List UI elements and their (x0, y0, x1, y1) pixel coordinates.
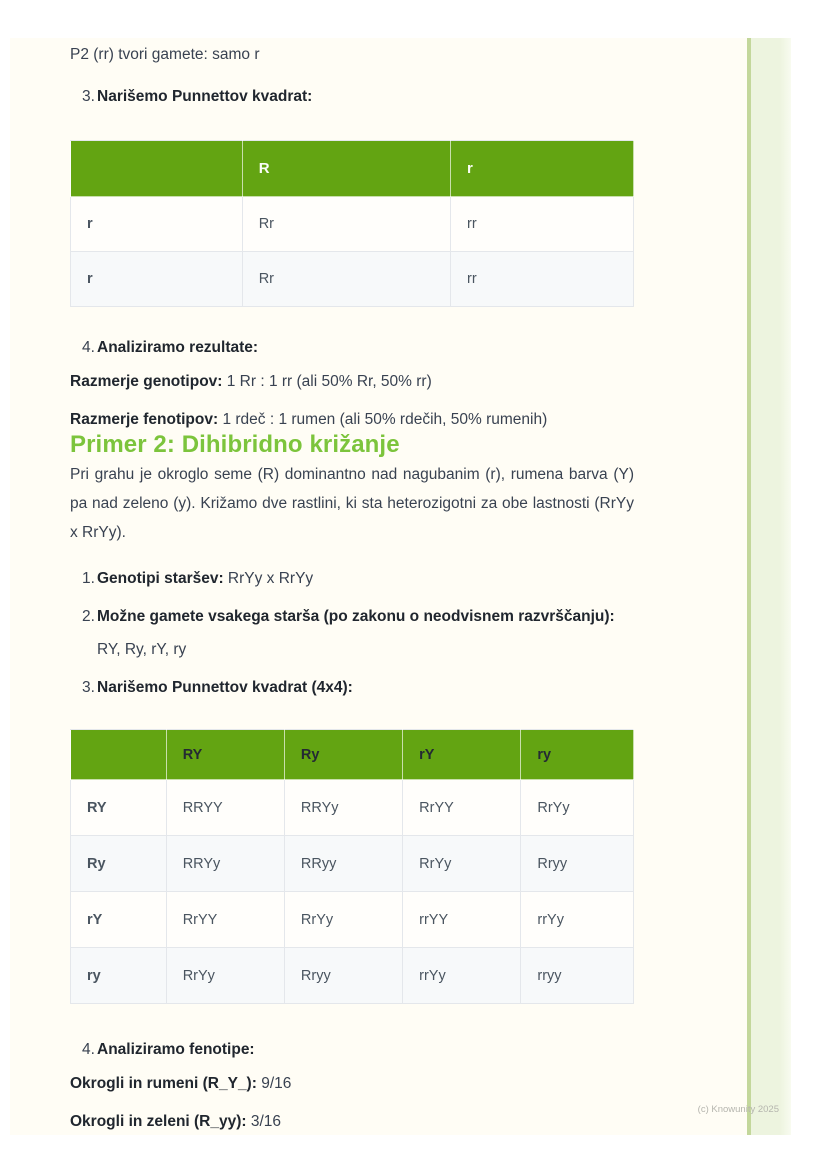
bullet-text: Okrogli in zeleni (R_yy): 3/16 (70, 1113, 282, 1130)
step-label: Možne gamete vsakega starša (po zakonu o… (97, 608, 615, 625)
genotype-cell: RrYY (402, 779, 522, 836)
table-header-cell (70, 729, 167, 780)
document-content: P2 (rr) tvori gamete: samo r 3. Narišemo… (70, 38, 634, 1132)
genotype-cell: rrYy (402, 947, 522, 1004)
bullet-text: Razmerje genotipov: 1 Rr : 1 rr (ali 50%… (70, 373, 432, 390)
section-title: Analiziramo fenotipe: (97, 1041, 255, 1058)
step-number: 4. (82, 1041, 95, 1058)
genotype-cell: RrYy (165, 947, 285, 1004)
table-row: r Rr rr (70, 251, 634, 307)
genotype-cell: RRYy (283, 779, 404, 836)
table-header-cell: RY (165, 729, 285, 780)
genotype-cell: Rryy (520, 835, 634, 892)
genotype-cell: RrYy (402, 835, 522, 892)
list-item: P2 (rr) tvori gamete: samo r (70, 44, 634, 65)
table-header-row: RY Ry rY ry (70, 729, 634, 780)
document-page: P2 (rr) tvori gamete: samo r 3. Narišemo… (10, 38, 791, 1135)
table-header-cell (70, 140, 243, 197)
genotype-cell: RRYy (165, 835, 285, 892)
list-item: 4. Analiziramo rezultate: (70, 337, 634, 358)
table-header-cell: rY (402, 729, 522, 780)
genotype-cell: RRYY (165, 779, 285, 836)
step-number: 1. (82, 570, 95, 587)
page-accent-strip (747, 38, 791, 1135)
list-item: Razmerje genotipov: 1 Rr : 1 rr (ali 50%… (70, 371, 634, 392)
genotype-cell: RrYy (520, 779, 634, 836)
step-number: 3. (82, 679, 95, 696)
list-item: 3. Narišemo Punnettov kvadrat (4x4): (70, 677, 634, 698)
row-label-cell: r (70, 196, 243, 252)
table-header-cell: R (241, 140, 452, 197)
table-row: rY RrYY RrYy rrYY rrYy (70, 891, 634, 948)
genotype-cell: Rr (241, 196, 452, 252)
section-heading: Primer 2: Dihibridno križanje (70, 431, 400, 458)
step-value: RrYy x RrYy (223, 570, 314, 587)
row-label-cell: r (70, 251, 243, 307)
row-label-cell: RY (70, 779, 167, 836)
step-continuation: RY, Ry, rY, ry (97, 641, 187, 658)
step-label: Narišemo Punnettov kvadrat (4x4): (97, 679, 353, 696)
table-header-cell: ry (520, 729, 634, 780)
step-number: 2. (82, 608, 95, 625)
genotype-cell: Rryy (283, 947, 404, 1004)
genotype-cell: RrYy (283, 891, 404, 948)
bullet-text: Razmerje fenotipov: 1 rdeč : 1 rumen (al… (70, 411, 548, 428)
genotype-cell: RrYY (165, 891, 285, 948)
table-row: Ry RRYy RRyy RrYy Rryy (70, 835, 634, 892)
genotype-cell: rr (450, 251, 634, 307)
watermark: (c) Knowunity 2025 (697, 1104, 779, 1115)
list-item: Okrogli in rumeni (R_Y_): 9/16 (70, 1073, 634, 1094)
genotype-cell: RRyy (283, 835, 404, 892)
bullet-text: Okrogli in rumeni (R_Y_): 9/16 (70, 1075, 292, 1092)
list-item: 2. Možne gamete vsakega starša (po zakon… (70, 606, 634, 660)
list-item: 1. Genotipi staršev: RrYy x RrYy (70, 568, 634, 589)
bullet-text: P2 (rr) tvori gamete: samo r (70, 46, 260, 63)
genotype-cell: rrYy (520, 891, 634, 948)
step-label: Narišemo Punnettov kvadrat: (97, 88, 313, 105)
genotype-cell: Rr (241, 251, 452, 307)
table-header-cell: Ry (283, 729, 404, 780)
step-label: Genotipi staršev: (97, 570, 224, 587)
paragraph: Pri grahu je okroglo seme (R) dominantno… (70, 466, 634, 541)
step-number: 3. (82, 88, 95, 105)
table-header-row: R r (70, 140, 634, 197)
table-row: ry RrYy Rryy rrYy rryy (70, 947, 634, 1004)
list-item: Razmerje fenotipov: 1 rdeč : 1 rumen (al… (70, 409, 634, 430)
list-item: 3. Narišemo Punnettov kvadrat: (70, 86, 634, 107)
punnett-table-dihybrid: RY Ry rY ry RY RRYY RRYy RrYY RrYy Ry RR… (70, 729, 634, 1004)
list-item: Okrogli in zeleni (R_yy): 3/16 (70, 1111, 634, 1132)
genotype-cell: rrYY (402, 891, 522, 948)
table-header-cell: r (450, 140, 634, 197)
row-label-cell: ry (70, 947, 167, 1004)
row-label-cell: Ry (70, 835, 167, 892)
table-row: RY RRYY RRYy RrYY RrYy (70, 779, 634, 836)
genotype-cell: rryy (520, 947, 634, 1004)
punnett-table-monohybrid: R r r Rr rr r Rr rr (70, 140, 634, 307)
section-title: Analiziramo rezultate: (97, 339, 259, 356)
list-item: 4. Analiziramo fenotipe: (70, 1039, 634, 1060)
step-number: 4. (82, 339, 95, 356)
row-label-cell: rY (70, 891, 167, 948)
genotype-cell: rr (450, 196, 634, 252)
table-row: r Rr rr (70, 196, 634, 252)
